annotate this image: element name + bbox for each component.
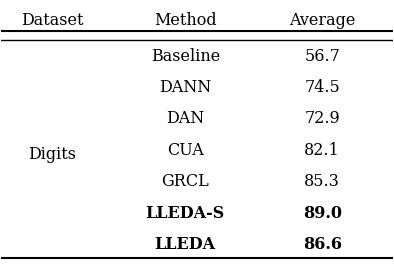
Text: 86.6: 86.6: [303, 236, 342, 253]
Text: CUA: CUA: [167, 142, 204, 159]
Text: DANN: DANN: [159, 79, 212, 96]
Text: GRCL: GRCL: [162, 173, 209, 190]
Text: Average: Average: [289, 12, 355, 29]
Text: Baseline: Baseline: [151, 47, 220, 65]
Text: LLEDA-S: LLEDA-S: [146, 205, 225, 222]
Text: Dataset: Dataset: [21, 12, 84, 29]
Text: Method: Method: [154, 12, 217, 29]
Text: 82.1: 82.1: [304, 142, 340, 159]
Text: 56.7: 56.7: [304, 47, 340, 65]
Text: Digits: Digits: [28, 146, 76, 163]
Text: LLEDA: LLEDA: [155, 236, 216, 253]
Text: 72.9: 72.9: [304, 110, 340, 128]
Text: DAN: DAN: [166, 110, 204, 128]
Text: 85.3: 85.3: [304, 173, 340, 190]
Text: 74.5: 74.5: [304, 79, 340, 96]
Text: 89.0: 89.0: [303, 205, 342, 222]
